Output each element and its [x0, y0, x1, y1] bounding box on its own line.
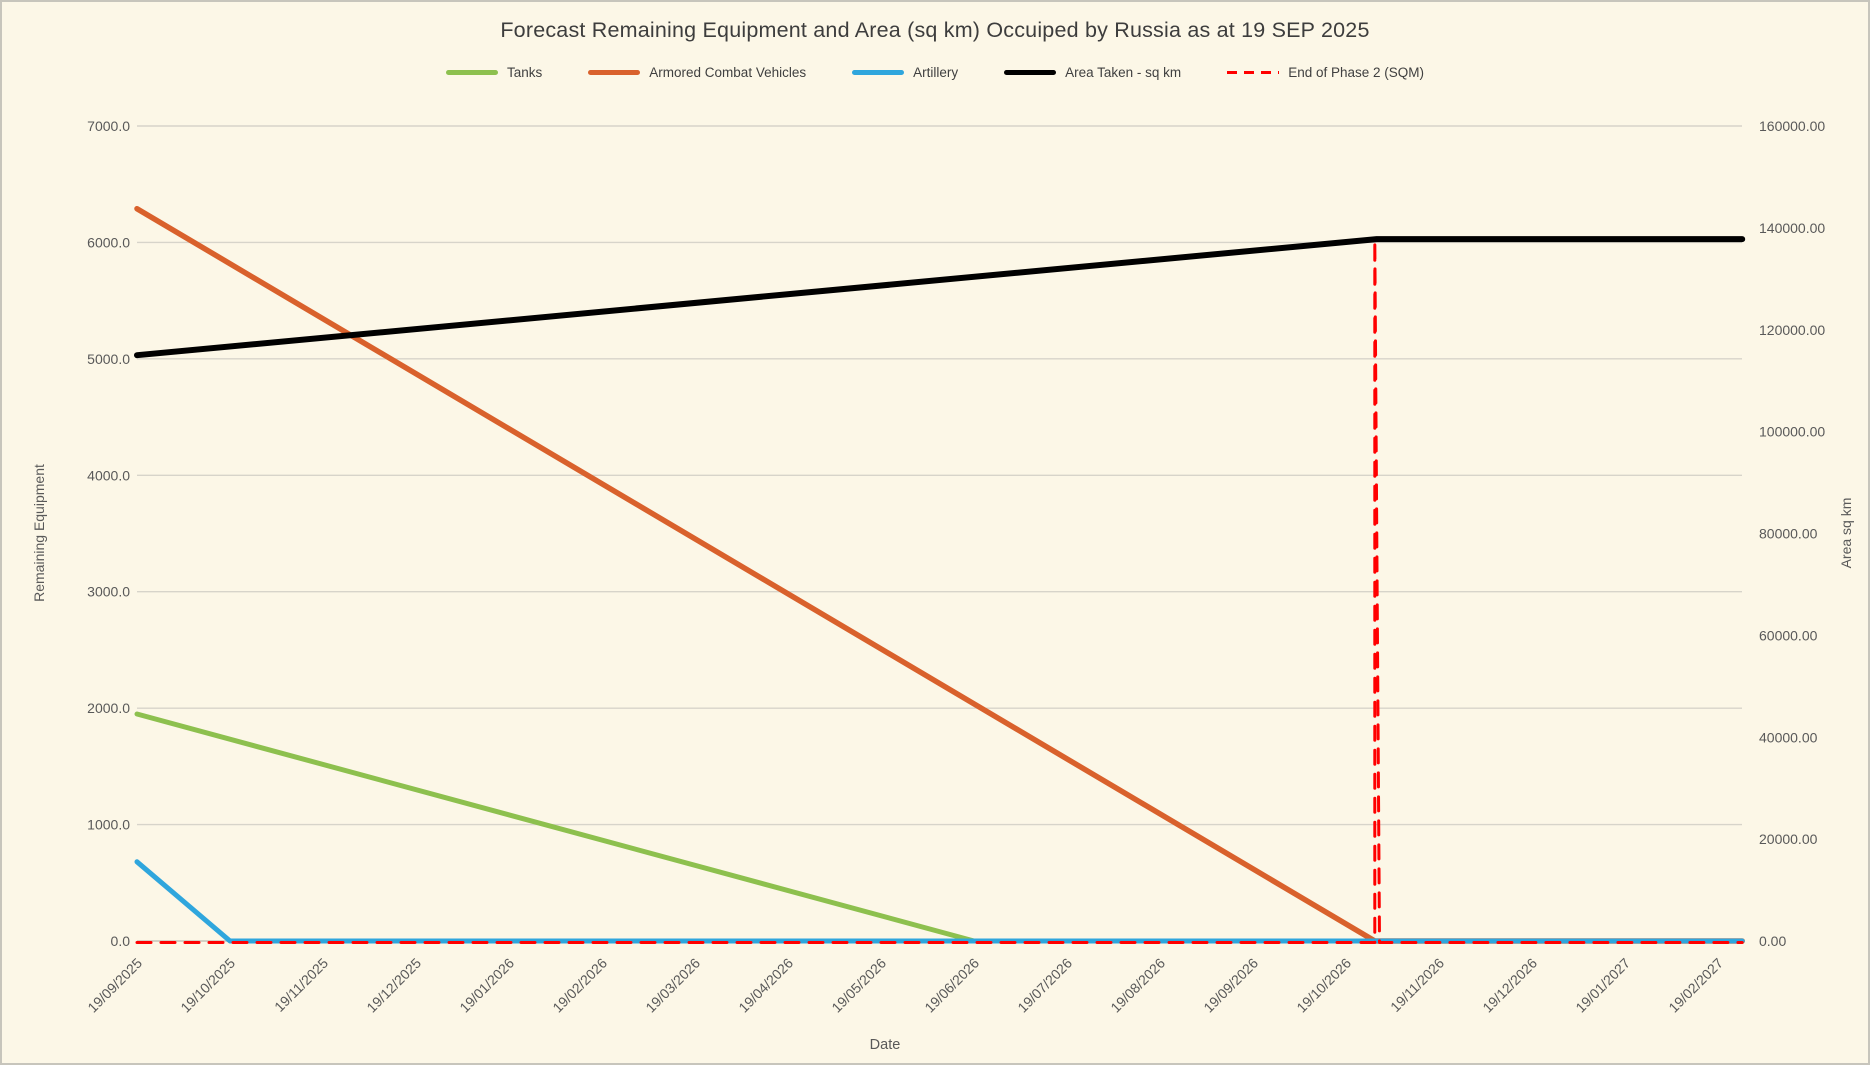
- y-left-tick-label: 3000.0: [87, 584, 130, 600]
- legend-item: Artillery: [852, 65, 958, 80]
- legend-label: Artillery: [913, 65, 959, 80]
- y-right-tick-label: 20000.00: [1759, 831, 1818, 847]
- x-tick-label: 19/11/2026: [1387, 955, 1447, 1015]
- y-right-axis-title: Area sq km: [1838, 498, 1854, 569]
- legend-swatch-line-icon: [852, 70, 905, 75]
- y-left-tick-label: 1000.0: [87, 817, 130, 833]
- x-tick-label: 19/01/2026: [456, 955, 517, 1016]
- legend-swatch-line-icon: [446, 70, 498, 75]
- legend-item: Tanks: [446, 65, 542, 80]
- y-right-tick-label: 120000.00: [1759, 322, 1825, 338]
- x-tick-label: 19/02/2026: [549, 955, 610, 1016]
- legend-item: Area Taken - sq km: [1004, 65, 1181, 80]
- x-tick-label: 19/11/2025: [271, 955, 331, 1015]
- y-right-tick-label: 40000.00: [1759, 729, 1818, 745]
- legend-label: End of Phase 2 (SQM): [1288, 65, 1424, 80]
- x-tick-label: 19/05/2026: [828, 955, 889, 1016]
- y-left-tick-label: 2000.0: [87, 700, 130, 716]
- x-tick-label: 19/10/2026: [1293, 955, 1354, 1016]
- x-tick-label: 19/09/2026: [1200, 955, 1261, 1016]
- x-tick-label: 19/06/2026: [921, 955, 982, 1016]
- series-line-tanks: [134, 711, 1745, 944]
- legend-swatch-line-icon: [1004, 70, 1057, 75]
- y-left-tick-label: 5000.0: [87, 351, 130, 367]
- series-line-end-of-phase-2-sqm: [135, 239, 1744, 944]
- y-right-tick-label: 160000.00: [1759, 118, 1825, 134]
- legend-swatch-dashed-line-icon: [1227, 71, 1280, 74]
- legend-item: Armored Combat Vehicles: [588, 65, 806, 80]
- series-line-artillery: [134, 859, 1745, 944]
- x-tick-label: 19/01/2027: [1572, 955, 1633, 1016]
- y-left-tick-label: 0.0: [111, 933, 131, 949]
- y-left-axis-title: Remaining Equipment: [31, 464, 47, 602]
- y-left-tick-label: 6000.0: [87, 234, 130, 250]
- series-line-area-taken-sq-km: [134, 236, 1746, 359]
- y-left-tick-label: 7000.0: [87, 118, 130, 134]
- y-right-tick-label: 60000.00: [1759, 627, 1818, 643]
- x-tick-label: 19/10/2025: [177, 955, 238, 1016]
- y-right-tick-label: 80000.00: [1759, 526, 1818, 542]
- x-tick-label: 19/08/2026: [1107, 955, 1168, 1016]
- x-tick-label: 19/09/2025: [84, 955, 145, 1016]
- x-tick-label: 19/07/2026: [1014, 955, 1075, 1016]
- x-tick-label: 19/12/2025: [363, 955, 424, 1016]
- x-tick-label: 19/03/2026: [642, 955, 703, 1016]
- y-right-tick-label: 100000.00: [1759, 424, 1825, 440]
- chart-title: Forecast Remaining Equipment and Area (s…: [500, 18, 1370, 42]
- x-tick-label: 19/04/2026: [735, 955, 796, 1016]
- x-tick-label: 19/02/2027: [1665, 955, 1726, 1016]
- legend-swatch-line-icon: [588, 70, 641, 75]
- legend-label: Armored Combat Vehicles: [649, 65, 807, 80]
- legend-item: End of Phase 2 (SQM): [1227, 65, 1424, 80]
- legend-label: Tanks: [507, 65, 543, 80]
- legend: Tanks Armored Combat Vehicles Artillery Are…: [2, 65, 1868, 80]
- plot-generated: 0.0 1000.0 2000.0 3000.0 4000.0 5000.0 6000.0 7…: [84, 118, 1825, 1016]
- x-tick-label: 19/12/2026: [1479, 955, 1540, 1016]
- series-line-armored-combat-vehicles: [134, 205, 1745, 944]
- legend-label: Area Taken - sq km: [1065, 65, 1182, 80]
- y-right-tick-label: 0.00: [1759, 933, 1786, 949]
- y-right-tick-label: 140000.00: [1759, 220, 1825, 236]
- y-left-tick-label: 4000.0: [87, 467, 130, 483]
- x-axis-title: Date: [870, 1037, 901, 1053]
